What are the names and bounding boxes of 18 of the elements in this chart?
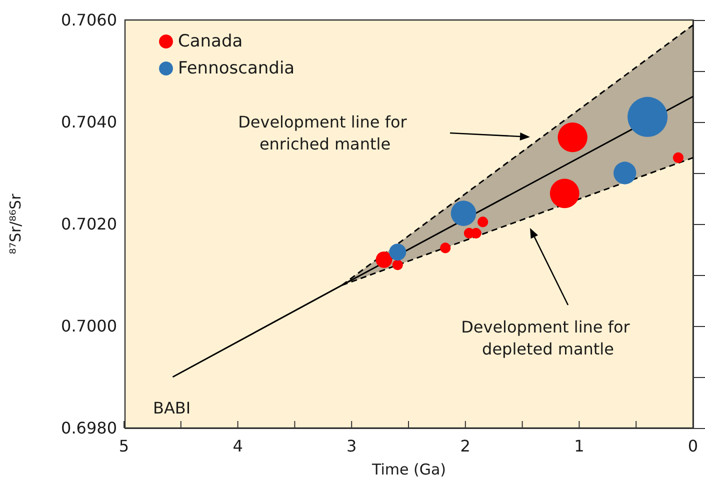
y-tick-label: 0.7040 bbox=[61, 112, 117, 132]
annotation: Development line for enriched mantle bbox=[238, 112, 412, 154]
y-tick-label: 0.7000 bbox=[61, 316, 117, 336]
legend-label: Fennoscandia bbox=[178, 58, 295, 78]
x-tick-label: 1 bbox=[574, 436, 584, 456]
y-tick-label: 0.7020 bbox=[61, 214, 117, 234]
y-tick-label: 0.6980 bbox=[61, 418, 117, 438]
x-tick-label: 4 bbox=[232, 436, 243, 456]
x-tick-label: 2 bbox=[460, 436, 470, 456]
x-tick-label: 0 bbox=[688, 436, 698, 456]
x-axis-title: Time (Ga) bbox=[371, 460, 446, 478]
y-axis-title: ⁸⁷Sr/⁸⁶Sr bbox=[6, 192, 24, 254]
annotation: Development line for depleted mantle bbox=[461, 318, 635, 358]
legend-label: Canada bbox=[178, 32, 243, 52]
y-tick-label: 0.7060 bbox=[61, 10, 117, 30]
annotation: BABI bbox=[152, 398, 191, 418]
x-tick-label: 5 bbox=[118, 436, 130, 456]
x-tick-label: 3 bbox=[346, 436, 357, 456]
